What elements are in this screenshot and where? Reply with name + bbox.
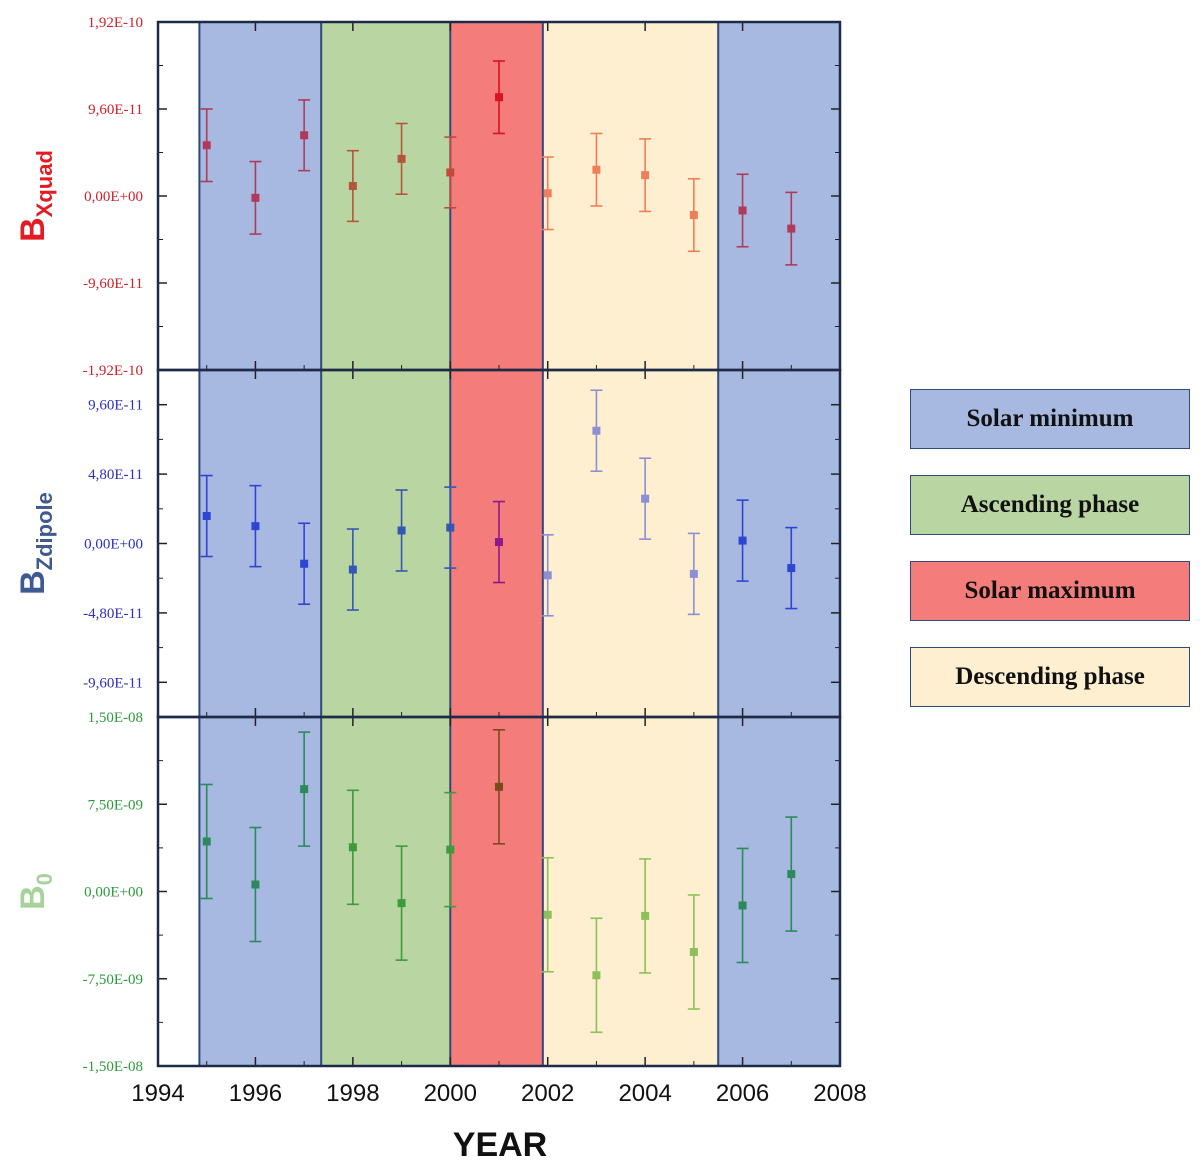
data-point — [202, 512, 211, 521]
data-point — [446, 845, 455, 854]
data-point — [348, 565, 357, 574]
data-point — [495, 93, 503, 102]
legend-solar-minimum: Solar minimum — [910, 389, 1190, 449]
data-point — [397, 154, 406, 163]
axis-labels: 1994 1996 1998 2000 2002 2004 2006 2008 1,92E-10… — [14, 15, 867, 1164]
data-point — [495, 538, 503, 547]
y-tick-label: 1,50E-08 — [88, 710, 143, 726]
y-tick-label: -7,50E-09 — [83, 972, 143, 988]
legend-label: Solar maximum — [964, 577, 1136, 604]
x-tick-label: 2004 — [618, 1080, 671, 1107]
y-tick-label: 1,92E-10 — [88, 15, 143, 31]
data-point — [689, 569, 698, 578]
x-tick-label: 2002 — [521, 1080, 574, 1107]
legend-label: Ascending phase — [960, 491, 1140, 518]
data-point — [300, 559, 309, 568]
y-tick-label: 9,60E-11 — [88, 398, 143, 414]
data-point — [738, 536, 747, 545]
x-tick-label: 1994 — [131, 1080, 184, 1107]
data-point — [495, 782, 503, 791]
data-point — [251, 522, 260, 531]
phase-band — [718, 22, 840, 1066]
y-axis-label: BZdipole — [14, 492, 57, 595]
legend-label: Solar minimum — [966, 405, 1134, 432]
data-point — [787, 564, 796, 573]
data-point — [543, 571, 552, 580]
y-tick-label: -9,60E-11 — [83, 276, 143, 292]
x-axis-title: YEAR — [453, 1126, 547, 1164]
y-tick-label: -4,80E-11 — [83, 606, 143, 622]
phase-band — [199, 22, 322, 1066]
panel-frame — [156, 715, 842, 1068]
phase-band — [542, 22, 719, 1066]
legend-ascending-phase: Ascending phase — [910, 475, 1190, 535]
plot-frame — [156, 20, 842, 1068]
data-point — [641, 171, 650, 180]
legend-descending-phase: Descending phase — [910, 647, 1190, 707]
data-point — [348, 182, 357, 191]
x-tick-label: 1996 — [229, 1080, 282, 1107]
data-point — [300, 131, 309, 140]
x-tick-label: 2008 — [813, 1080, 866, 1107]
data-points — [200, 60, 798, 1034]
y-axis-label: BXquad — [14, 150, 57, 242]
y-tick-label: 0,00E+00 — [84, 537, 143, 553]
data-point — [689, 211, 698, 220]
data-point — [738, 206, 747, 215]
data-point — [592, 165, 601, 174]
y-tick-label: -1,50E-08 — [83, 1059, 143, 1075]
data-point — [251, 193, 260, 202]
data-point — [592, 426, 601, 435]
data-point — [641, 494, 650, 503]
data-point — [251, 880, 260, 889]
data-point — [446, 523, 455, 532]
data-point — [787, 224, 796, 233]
data-point — [592, 971, 601, 980]
data-point — [202, 141, 211, 150]
y-tick-label: 4,80E-11 — [88, 467, 143, 483]
legend-solar-maximum: Solar maximum — [910, 561, 1190, 621]
data-point — [689, 947, 698, 956]
y-tick-label: 9,60E-11 — [88, 102, 143, 118]
data-point — [202, 837, 211, 846]
y-tick-label: -9,60E-11 — [83, 675, 143, 691]
data-point — [543, 189, 552, 198]
data-point — [641, 911, 650, 920]
data-point — [348, 843, 357, 852]
data-point — [300, 785, 309, 794]
y-tick-label: -1,92E-10 — [83, 363, 143, 379]
legend-label: Descending phase — [955, 663, 1145, 690]
x-tick-label: 2000 — [424, 1080, 477, 1107]
y-axis-label: B0 — [14, 873, 57, 910]
data-point — [397, 526, 406, 535]
data-point — [787, 870, 796, 879]
phase-band — [321, 22, 451, 1066]
y-tick-label: 7,50E-09 — [88, 797, 143, 813]
phase-bands — [198, 22, 840, 1066]
data-point — [543, 910, 552, 919]
y-tick-label: 0,00E+00 — [84, 189, 143, 205]
data-point — [397, 899, 406, 908]
y-tick-label: 0,00E+00 — [84, 885, 143, 901]
data-point — [446, 168, 455, 177]
data-point — [738, 901, 747, 910]
x-tick-label: 2006 — [716, 1080, 769, 1107]
x-tick-label: 1998 — [326, 1080, 379, 1107]
